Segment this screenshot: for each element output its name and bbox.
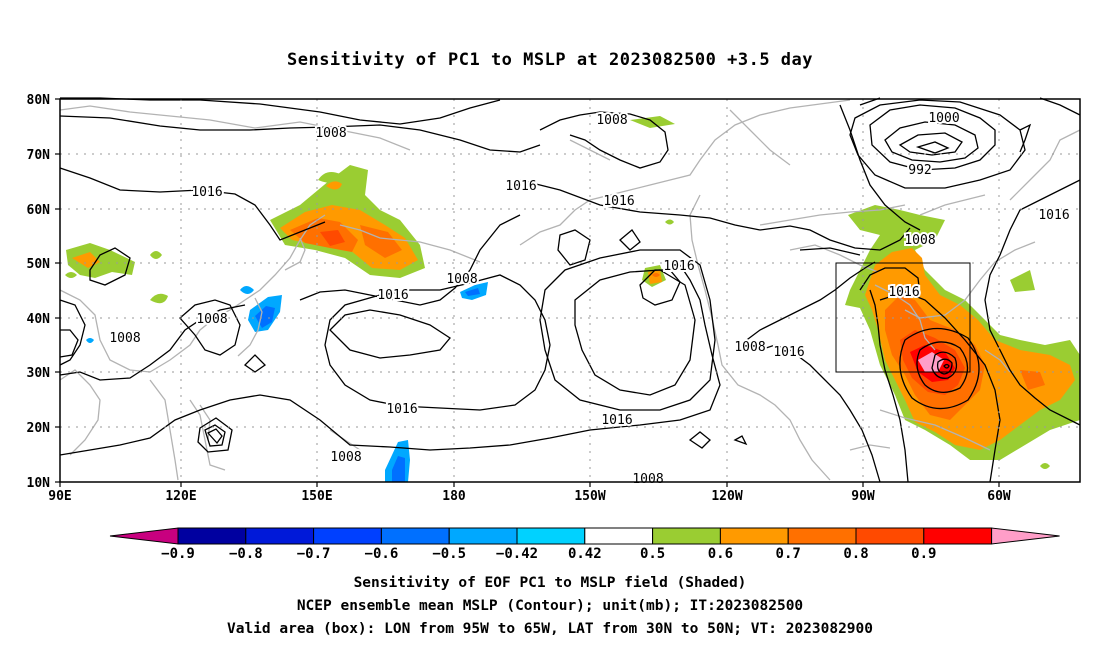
caption-line-2: NCEP ensemble mean MSLP (Contour); unit(… (296, 598, 804, 614)
colorbar-label: −0.5 (432, 546, 466, 562)
colorbar-swatch (516, 527, 586, 545)
contour-labels: 1008 1016 1008 1008 1000 992 1016 1016 1… (107, 109, 1071, 489)
contour-label: 1008 (446, 272, 477, 287)
colorbar-swatch (787, 527, 857, 545)
contour-label: 1016 (1038, 208, 1069, 223)
colorbar-left-arrow (109, 527, 179, 545)
lon-label: 120W (711, 489, 742, 504)
mslp-contours (59, 97, 1081, 483)
latitude-labels: 80N 70N 60N 50N 40N 30N 20N 10N (27, 93, 51, 491)
colorbar-label: 0.42 (568, 546, 602, 562)
colorbar-swatch (380, 527, 450, 545)
contour-label: 1000 (928, 111, 959, 126)
caption-line-1: Sensitivity of EOF PC1 to MSLP field (Sh… (353, 575, 747, 591)
contour-label: 1008 (734, 340, 765, 355)
caption-line-3: Valid area (box): LON from 95W to 65W, L… (226, 621, 873, 637)
colorbar-label: −0.9 (161, 546, 195, 562)
contour-label: 1008 (632, 472, 663, 487)
colorbar-label: −0.7 (297, 546, 331, 562)
lon-label: 150E (301, 489, 332, 504)
contour-label: 1016 (601, 413, 632, 428)
lat-label: 10N (27, 476, 51, 491)
lat-label: 60N (27, 203, 51, 218)
colorbar-swatch (177, 527, 247, 545)
map-title: Sensitivity of PC1 to MSLP at 2023082500… (286, 50, 813, 70)
contour-label: 1008 (109, 331, 140, 346)
contour-label: 1016 (377, 288, 408, 303)
contour-label: 1008 (315, 126, 346, 141)
lat-label: 70N (27, 148, 51, 163)
lat-label: 80N (27, 93, 51, 108)
colorbar-label: −0.8 (229, 546, 263, 562)
lat-label: 30N (27, 366, 51, 381)
colorbar-swatch (923, 527, 993, 545)
contour-label: 1016 (386, 402, 417, 417)
colorbar-swatch (652, 527, 721, 545)
lon-label: 120E (165, 489, 196, 504)
colorbar-label: 0.5 (640, 546, 665, 562)
map-frame (59, 98, 1081, 483)
contour-label: 1008 (904, 233, 935, 248)
lat-label: 40N (27, 312, 51, 327)
colorbar-label: 0.9 (911, 546, 936, 562)
contour-label: 1008 (196, 312, 227, 327)
lon-label: 90W (851, 489, 875, 504)
contour-label: 1008 (330, 450, 361, 465)
colorbar-swatch (584, 527, 654, 545)
contour-label: 1016 (773, 345, 804, 360)
lon-label: 180 (442, 489, 466, 504)
colorbar-label: 0.6 (708, 546, 733, 562)
lon-label: 90E (48, 489, 71, 504)
contour-label: 1016 (888, 285, 919, 300)
colorbar: −0.9 −0.8 −0.7 −0.6 −0.5 −0.42 0.42 0.5 0.6 0.7 0.… (109, 527, 1060, 562)
contour-label: 1016 (663, 259, 694, 274)
contour-label: 1016 (603, 194, 634, 209)
colorbar-label: 0.8 (843, 546, 868, 562)
colorbar-swatch (855, 527, 925, 545)
longitude-labels: 90E 120E 150E 180 150W 120W 90W 60W (48, 489, 1011, 504)
lon-label: 60W (987, 489, 1011, 504)
valid-area-box (835, 262, 971, 373)
contour-label: 1008 (596, 113, 627, 128)
colorbar-label: −0.6 (365, 546, 399, 562)
colorbar-swatch (719, 527, 789, 545)
axis-ticks (55, 98, 1000, 487)
colorbar-swatch (313, 527, 382, 545)
lon-label: 150W (574, 489, 605, 504)
lat-label: 50N (27, 257, 51, 272)
colorbar-swatch (245, 527, 315, 545)
contour-label: 1016 (191, 185, 222, 200)
colorbar-label: 0.7 (776, 546, 801, 562)
colorbar-right-arrow (991, 527, 1060, 545)
contour-label: 1016 (505, 179, 536, 194)
colorbar-swatch (448, 527, 518, 545)
contour-label: 992 (908, 163, 931, 178)
colorbar-label: −0.42 (496, 546, 538, 562)
lat-label: 20N (27, 421, 51, 436)
